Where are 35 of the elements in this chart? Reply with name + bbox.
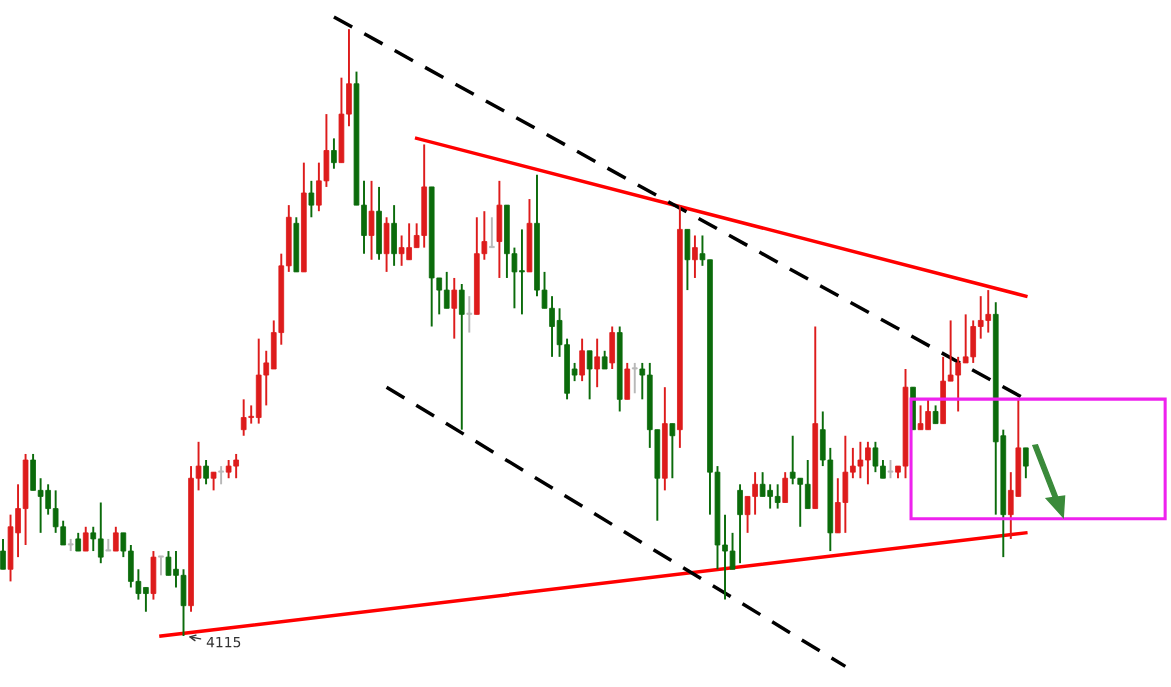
- candlestick: [210, 471, 217, 492]
- candlestick: [82, 525, 89, 553]
- candlestick: [308, 179, 315, 219]
- candlestick: [443, 270, 450, 310]
- candlestick: [880, 459, 886, 480]
- candlestick: [158, 555, 164, 577]
- candlestick: [669, 422, 676, 480]
- candlestick: [594, 337, 600, 389]
- candlestick: [774, 483, 781, 510]
- candlestick: [489, 216, 495, 249]
- candlestick: [75, 531, 82, 553]
- candlestick: [451, 276, 458, 340]
- candlestick: [218, 465, 224, 486]
- candlestick: [887, 459, 894, 480]
- candlestick: [586, 349, 593, 401]
- candlestick: [120, 531, 127, 559]
- candlestick: [932, 404, 939, 425]
- candlestick: [90, 525, 97, 553]
- candlestick: [1023, 446, 1029, 480]
- candlestick: [692, 234, 698, 279]
- candlestick: [601, 349, 608, 370]
- candlestick: [872, 440, 879, 474]
- text: 4115: [206, 637, 241, 648]
- candlestick: [143, 586, 149, 613]
- candlestick: [865, 440, 871, 486]
- candlestick: [331, 137, 337, 170]
- candlestick: [519, 228, 525, 316]
- candlestick: [97, 501, 104, 565]
- candlestick: [112, 525, 119, 553]
- candlestick: [0, 537, 6, 571]
- candlestick: [631, 361, 638, 395]
- candlestick: [571, 361, 578, 383]
- candlestick: [203, 459, 209, 486]
- candlestick: [466, 295, 473, 334]
- candlestick: [639, 361, 646, 401]
